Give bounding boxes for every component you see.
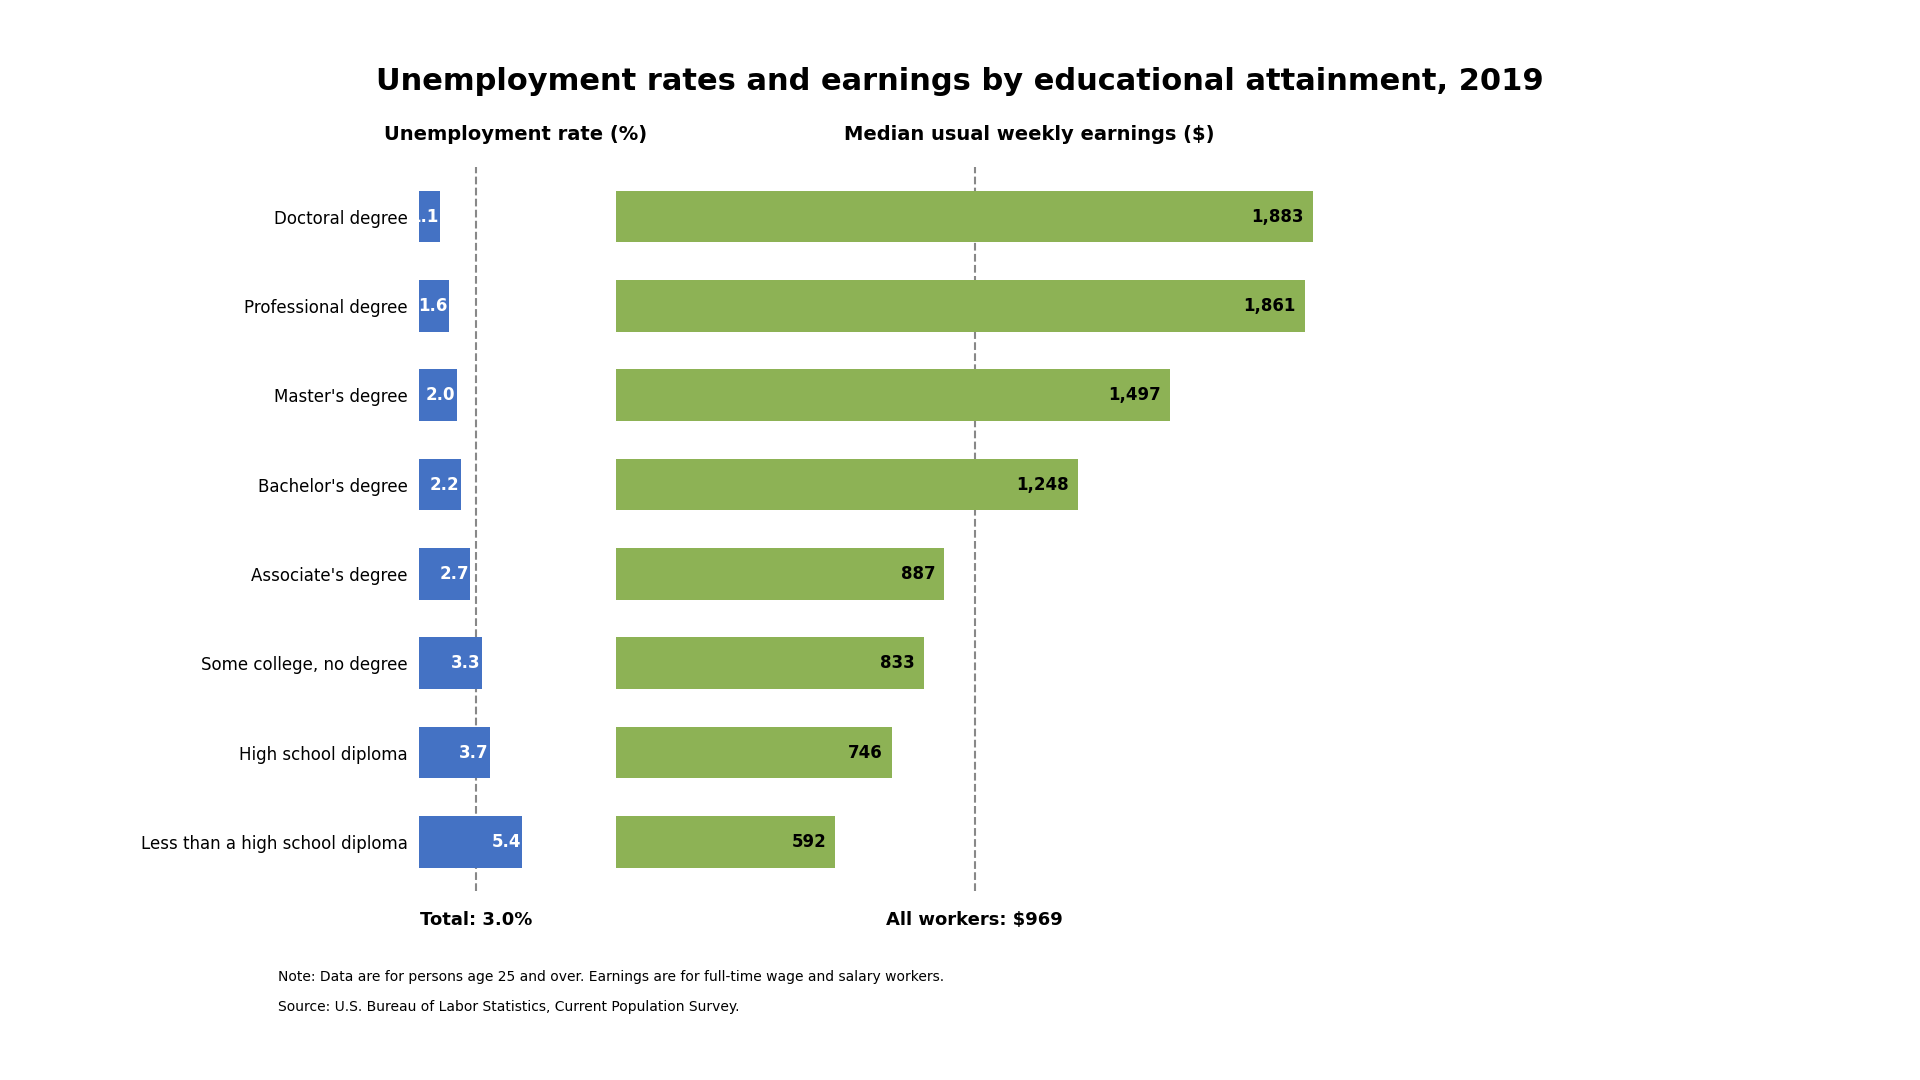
Text: Note: Data are for persons age 25 and over. Earnings are for full-time wage and : Note: Data are for persons age 25 and ov… [278, 971, 945, 984]
Text: 887: 887 [900, 565, 935, 583]
Bar [616, 816, 835, 867]
Text: Unemployment rates and earnings by educational attainment, 2019: Unemployment rates and earnings by educa… [376, 67, 1544, 95]
Bar [419, 459, 461, 511]
Text: Total: 3.0%: Total: 3.0% [420, 912, 532, 929]
Text: 592: 592 [791, 833, 826, 851]
Bar [616, 369, 1169, 421]
Text: 1,497: 1,497 [1108, 387, 1162, 404]
Bar [616, 548, 945, 599]
Text: 2.7: 2.7 [440, 565, 468, 583]
Text: 1.6: 1.6 [419, 297, 447, 315]
Bar [419, 727, 490, 779]
Bar [419, 548, 470, 599]
Text: 1,861: 1,861 [1242, 297, 1296, 315]
Text: Source: U.S. Bureau of Labor Statistics, Current Population Survey.: Source: U.S. Bureau of Labor Statistics,… [278, 1000, 739, 1013]
Bar [616, 280, 1306, 332]
Bar [616, 727, 893, 779]
Bar [616, 459, 1077, 511]
Text: 833: 833 [881, 654, 916, 672]
Text: 746: 746 [849, 743, 883, 761]
Text: 2.2: 2.2 [430, 475, 459, 494]
Bar [419, 191, 440, 242]
Text: 5.4: 5.4 [492, 833, 520, 851]
Text: Median usual weekly earnings ($): Median usual weekly earnings ($) [845, 125, 1213, 145]
Bar [419, 816, 522, 867]
Bar [616, 637, 925, 689]
Text: Unemployment rate (%): Unemployment rate (%) [384, 125, 647, 145]
Text: 3.3: 3.3 [451, 654, 480, 672]
Text: 1.1: 1.1 [409, 207, 438, 226]
Bar [616, 191, 1313, 242]
Text: 3.7: 3.7 [459, 743, 488, 761]
Text: 2.0: 2.0 [426, 387, 455, 404]
Text: 1,883: 1,883 [1252, 207, 1304, 226]
Bar [419, 637, 482, 689]
Bar [419, 369, 457, 421]
Text: 1,248: 1,248 [1016, 475, 1069, 494]
Bar [419, 280, 449, 332]
Text: All workers: $969: All workers: $969 [887, 912, 1064, 929]
